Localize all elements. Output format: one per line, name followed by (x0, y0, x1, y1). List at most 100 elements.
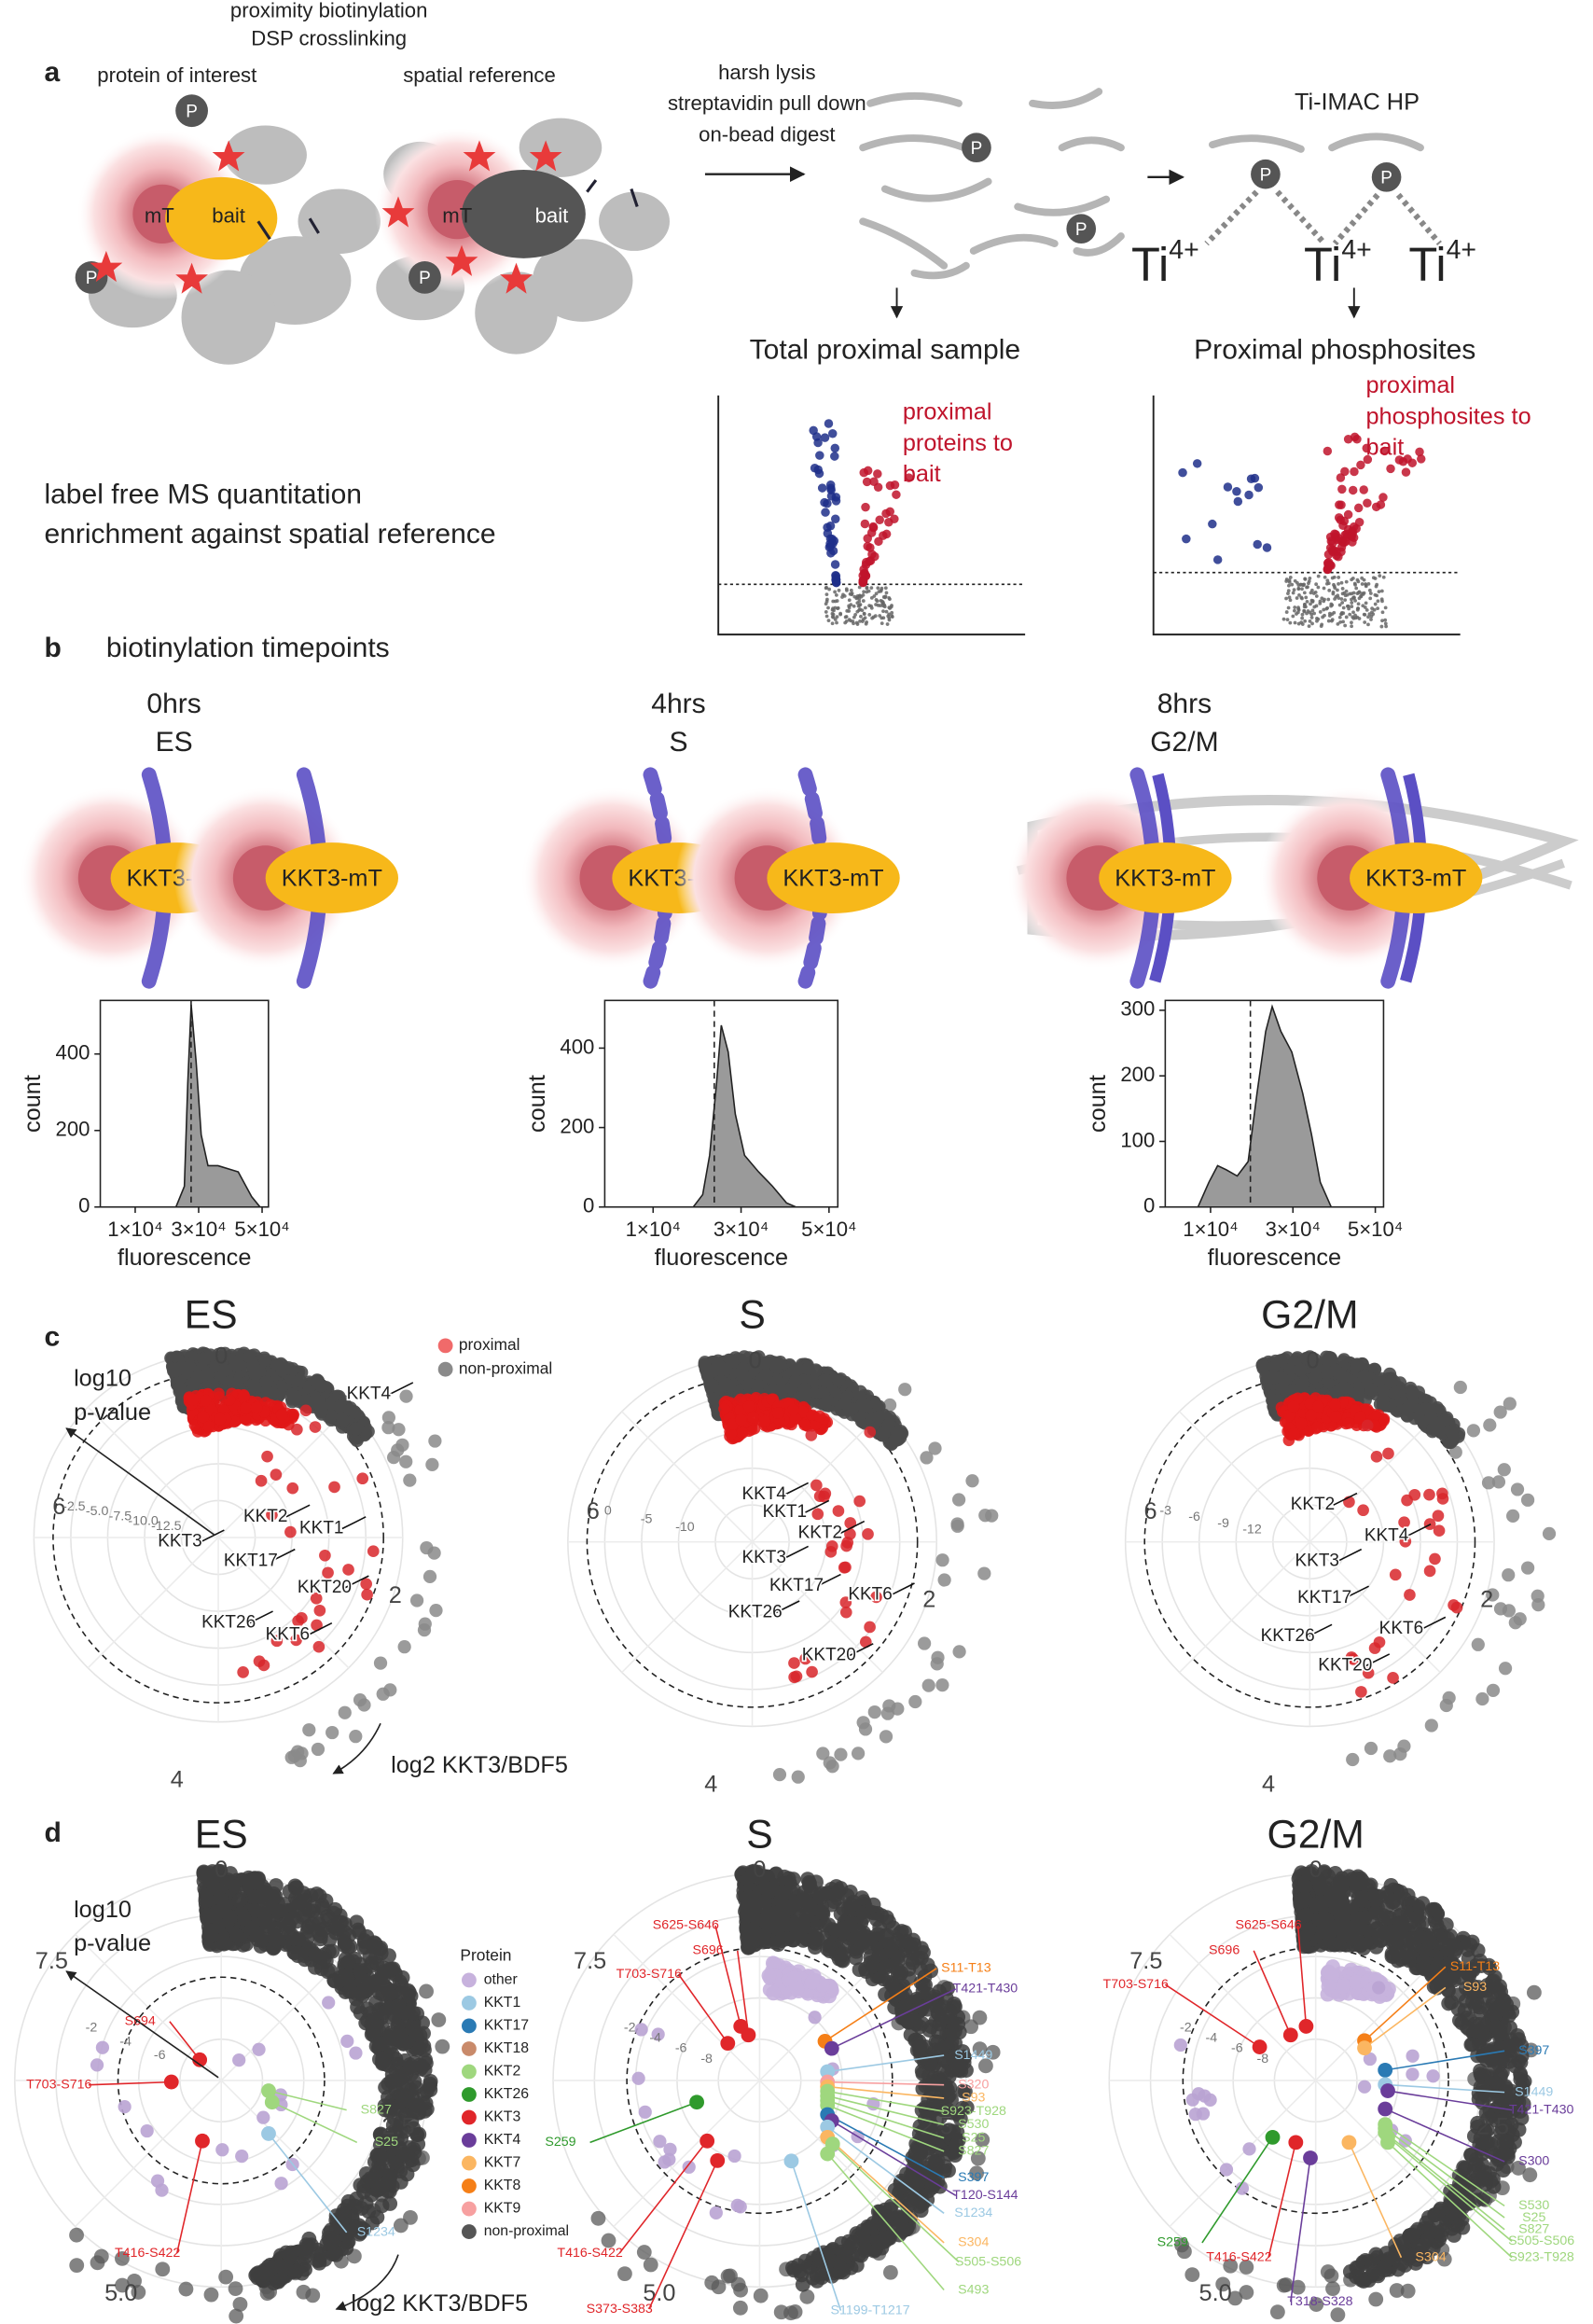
decor-dot (857, 593, 862, 598)
decor-dot (270, 1357, 284, 1371)
decor-dot (1401, 1401, 1415, 1415)
decor-dot (1510, 1482, 1525, 1496)
decor-dot (1329, 602, 1334, 606)
label: KKT1 (299, 1519, 343, 1538)
label: streptavidin pull down (668, 91, 866, 115)
decor-dot (1356, 579, 1361, 584)
decor-dot (845, 588, 849, 592)
decor-dot (312, 2255, 327, 2271)
decor-dot (419, 1983, 434, 1999)
decor-dot (1322, 586, 1326, 591)
decor-dot (1324, 1353, 1338, 1367)
decor-dot (1309, 591, 1313, 595)
decor-dot (898, 1383, 912, 1397)
label: proximal (459, 1335, 520, 1354)
decor-dot (1334, 594, 1338, 599)
label: proteins to (903, 430, 1013, 456)
decor-dot (1339, 597, 1344, 601)
decor-dot (1309, 598, 1314, 603)
decor-dot (1376, 1393, 1390, 1408)
decor-dot (935, 1553, 949, 1567)
histogram-area (691, 1024, 796, 1208)
decor-dot (412, 2027, 428, 2043)
decor-dot (862, 477, 872, 487)
decor-dot (1312, 605, 1317, 609)
decor-dot (854, 596, 859, 601)
decor-dot (1334, 552, 1343, 562)
decor-dot (824, 614, 829, 619)
decor-dot (400, 1983, 416, 1998)
decor-dot (843, 615, 848, 619)
decor-dot (1362, 612, 1366, 617)
decor-dot (840, 1539, 852, 1552)
decor-dot (1355, 1686, 1367, 1698)
decor-dot (1415, 447, 1424, 457)
decor-dot (1254, 482, 1264, 493)
decor-dot (197, 1352, 211, 1366)
leader (248, 1610, 273, 1624)
decor-dot (155, 2261, 171, 2277)
decor-dot (375, 2051, 390, 2067)
decor-dot (291, 1745, 305, 1759)
label: KKT6 (848, 1585, 892, 1605)
decor-dot (908, 1694, 922, 1709)
decor-dot (935, 1678, 949, 1692)
polar-spoke (1179, 1541, 1310, 1674)
label: S25 (375, 2135, 398, 2150)
decor-dot (1337, 596, 1341, 600)
decor-dot (187, 1393, 200, 1406)
label: -10 (675, 1520, 695, 1535)
decor-dot (323, 2236, 339, 2252)
decor-dot (1408, 1488, 1421, 1501)
label: P (186, 102, 198, 121)
decor-dot (232, 2053, 246, 2067)
label: p-value (74, 1399, 151, 1426)
decor-dot (886, 614, 891, 619)
decor-dot (1520, 1493, 1535, 1507)
decor-dot (342, 1564, 354, 1576)
decor-dot (847, 609, 852, 613)
decor-dot (1373, 602, 1378, 606)
histogram-area (1197, 1004, 1333, 1208)
label: fluorescence (655, 1245, 788, 1271)
decor-dot (892, 490, 901, 499)
decor-dot (271, 1388, 286, 1402)
decor-dot (1316, 617, 1321, 621)
decor-dot (1379, 446, 1390, 456)
decor-dot (811, 1508, 824, 1521)
decor-dot (836, 605, 840, 610)
decor-dot (1312, 1400, 1324, 1413)
decor-dot (1466, 1424, 1481, 1438)
decor-dot (880, 586, 884, 591)
decor-dot (875, 515, 884, 524)
decor-dot (869, 586, 874, 591)
decor-dot (284, 1525, 297, 1538)
decor-dot (1287, 1427, 1300, 1440)
decor-dot (883, 586, 888, 591)
label: KKT2 (1291, 1495, 1335, 1514)
decor-dot (1351, 615, 1355, 619)
decor-dot (1300, 616, 1305, 620)
decor-dot (215, 2143, 229, 2157)
decor-dot (339, 1972, 355, 1988)
decor-dot (1286, 605, 1291, 610)
decor-dot (1341, 605, 1346, 610)
decor-dot (880, 1706, 895, 1720)
decor-dot (333, 1399, 347, 1413)
label: harsh lysis (718, 61, 816, 84)
decor-dot (1284, 578, 1289, 581)
decor-dot (1348, 612, 1352, 617)
decor-dot (388, 2082, 404, 2098)
decor-dot (1295, 1378, 1309, 1393)
leader (389, 1382, 414, 1396)
decor-dot (870, 616, 875, 620)
decor-dot (266, 1509, 278, 1521)
decor-dot (288, 2264, 304, 2279)
decor-dot (256, 2110, 270, 2124)
decor-dot (888, 1433, 902, 1447)
decor-dot (1330, 576, 1335, 580)
decor-dot (831, 496, 841, 506)
decor-dot (852, 604, 856, 608)
decor-dot (1384, 1375, 1398, 1389)
decor-dot (813, 438, 823, 448)
